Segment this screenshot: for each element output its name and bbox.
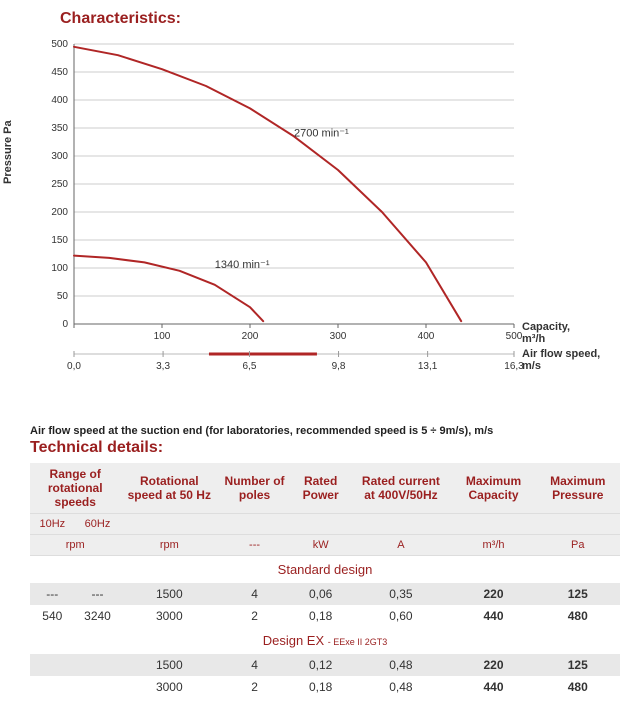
table-section-title: Design EX - EExe II 2GT3 — [30, 627, 620, 654]
svg-text:6,5: 6,5 — [243, 361, 257, 372]
svg-text:350: 350 — [51, 123, 68, 134]
airflow-caption: Air flow speed at the suction end (for l… — [30, 425, 640, 437]
characteristics-chart: Pressure Pa 0501001502002503003504004505… — [30, 34, 610, 417]
svg-text:150: 150 — [51, 235, 68, 246]
svg-text:200: 200 — [51, 207, 68, 218]
svg-text:300: 300 — [330, 331, 347, 342]
svg-text:500: 500 — [506, 331, 523, 342]
svg-text:9,8: 9,8 — [332, 361, 346, 372]
col-header: Maximum Capacity — [452, 463, 536, 514]
svg-text:0: 0 — [62, 319, 68, 330]
svg-text:400: 400 — [51, 95, 68, 106]
y-axis-title: Pressure Pa — [2, 120, 14, 184]
table-section-title: Standard design — [30, 556, 620, 584]
svg-text:100: 100 — [154, 331, 171, 342]
svg-text:400: 400 — [418, 331, 435, 342]
svg-text:m³/h: m³/h — [522, 333, 546, 345]
table-row: ------150040,060,35220125 — [30, 583, 620, 605]
svg-text:200: 200 — [242, 331, 259, 342]
svg-text:500: 500 — [51, 39, 68, 50]
table-row: 5403240300020,180,60440480 — [30, 605, 620, 627]
table-row: 300020,180,48440480 — [30, 676, 620, 698]
svg-text:Air flow speed,: Air flow speed, — [522, 348, 600, 360]
svg-text:13,1: 13,1 — [418, 361, 438, 372]
col-subheader: 10Hz — [30, 514, 75, 535]
svg-text:2700 min⁻¹: 2700 min⁻¹ — [294, 127, 349, 139]
characteristics-heading: Characteristics: — [60, 10, 640, 28]
col-header: Range of rotational speeds — [30, 463, 120, 514]
technical-details-heading: Technical details: — [30, 439, 640, 457]
page-root: Characteristics: Pressure Pa 0 50 100 150 20… — [0, 0, 640, 718]
svg-text:250: 250 — [51, 179, 68, 190]
svg-text:300: 300 — [51, 151, 68, 162]
col-subheader: 60Hz — [75, 514, 121, 535]
svg-text:50: 50 — [57, 291, 69, 302]
col-header: Rotational speed at 50 Hz — [120, 463, 218, 514]
svg-text:100: 100 — [51, 263, 68, 274]
svg-text:450: 450 — [51, 67, 68, 78]
svg-text:3,3: 3,3 — [156, 361, 170, 372]
svg-text:Capacity,: Capacity, — [522, 321, 570, 333]
svg-text:0,0: 0,0 — [67, 361, 81, 372]
technical-details-table: Range of rotational speedsRotational spe… — [30, 463, 620, 698]
chart-svg: 0 50 100 150 200 250 300 350 400 450 500 100 200 300 4… — [30, 34, 620, 414]
col-header: Number of poles — [218, 463, 291, 514]
svg-text:m/s: m/s — [522, 360, 541, 372]
table-body: Standard design------150040,060,35220125… — [30, 556, 620, 699]
table-row: 150040,120,48220125 — [30, 654, 620, 676]
col-header: Rated current at 400V/50Hz — [350, 463, 451, 514]
col-header: Maximum Pressure — [536, 463, 620, 514]
table-head: Range of rotational speedsRotational spe… — [30, 463, 620, 556]
svg-text:1340 min⁻¹: 1340 min⁻¹ — [215, 259, 270, 271]
col-header: Rated Power — [291, 463, 350, 514]
